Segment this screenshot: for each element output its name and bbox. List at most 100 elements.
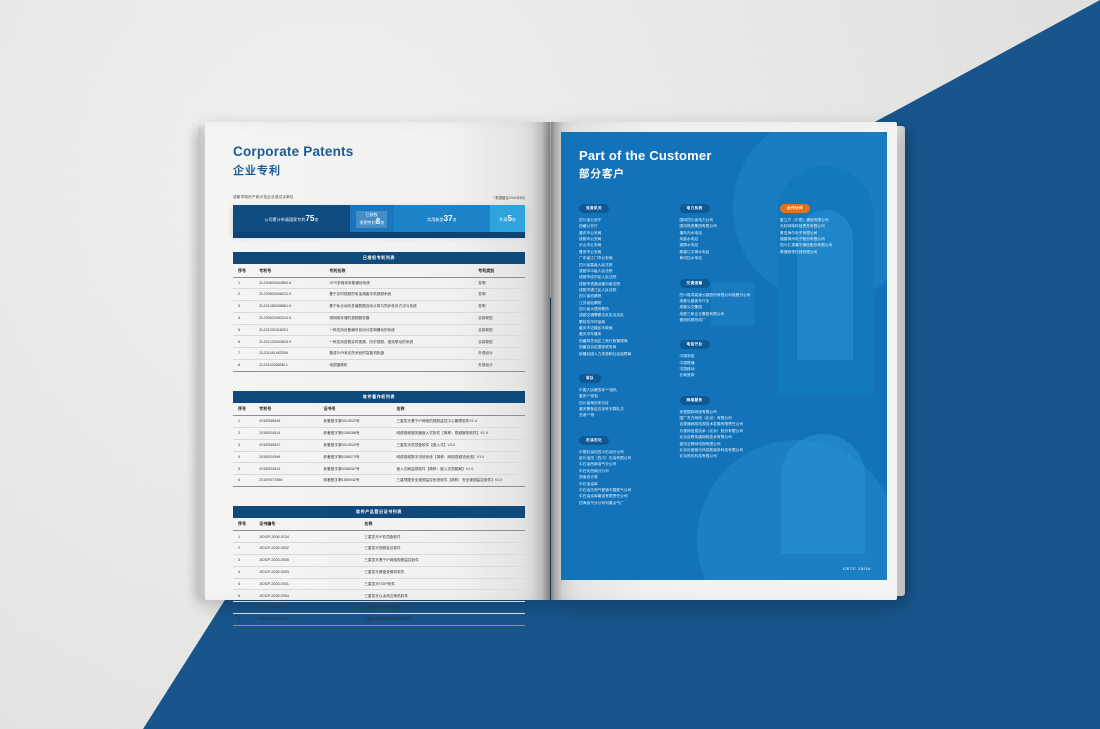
col-header-reg-no: 专利号 xyxy=(259,406,272,412)
table-cell: 发明 xyxy=(478,280,486,285)
stat-segment-utility-model: 实用新型37项 xyxy=(393,205,490,233)
list-item: 中国电信 xyxy=(679,354,695,359)
col-header-name: 名称 xyxy=(396,406,405,412)
list-item: 四海油气分公司司重点气厂 xyxy=(579,500,624,505)
patent-table-caption: 已授权专利列表 xyxy=(233,252,525,264)
table-row: 8 ZL201100583M.1 电视摄像机 外观设计 xyxy=(233,360,525,372)
table-cell: JIDGP-2005-0005 xyxy=(259,558,289,563)
customer-content: Part of the Customer 部分客户 党政机关 四川省公安厅 西藏公安… xyxy=(561,132,887,525)
list-item: 成都市公安局 xyxy=(579,237,602,242)
table-cell: JIDGP-2005-0003 xyxy=(259,569,289,574)
table-cell: 3 xyxy=(238,304,241,309)
table-cell: ZL200620062310.6 xyxy=(259,316,292,321)
customer-group: 党政机关 四川省公安厅 西藏公安厅 重庆市公安局 成都市公安局 乐山市公安局 雅安市公安局广… xyxy=(579,196,670,357)
table-cell: 基于实时视频的电话调度手机视频系统 xyxy=(329,292,392,297)
customer-group-tag: 合作伙伴 xyxy=(780,204,811,213)
table-cell: 8 xyxy=(238,363,241,368)
list-item: 中石油西南油气分公司 xyxy=(579,462,617,467)
stat-unit: 项 xyxy=(380,220,385,225)
list-item: 国电物资集团有限公司 xyxy=(679,224,717,229)
table-cell: ZL201100583M.1 xyxy=(259,363,288,368)
table-cell: 三星凯天基于IP网络的视频监控中心管理软件V1.4 xyxy=(396,419,477,424)
customer-group-tag: 网络服务 xyxy=(679,395,710,405)
list-item: 成都三和企业集团有限公司 xyxy=(679,311,725,316)
list-item: 北京百联传媒网络技术有限公司 xyxy=(679,435,732,440)
customer-column-1: 党政机关 四川省公安厅 西藏公安厅 重庆市公安局 成都市公安局 乐山市公安局 雅安市公安局广… xyxy=(579,196,670,515)
table-cell: 三星凯天IP机顶盒软件 xyxy=(364,534,401,539)
customer-group-tag: 电信行业 xyxy=(679,340,710,350)
table-cell: 网络视频服务器嵌入式软件【简称：视频服务软件】V1.0 xyxy=(396,431,488,436)
customer-group-tag: 电力系统 xyxy=(679,204,710,213)
col-header-patent-type: 专利类别 xyxy=(478,267,495,273)
list-item: 重庆市涪陵区市政局 xyxy=(579,326,613,331)
table-cell: 实用新型 xyxy=(478,327,493,332)
table-cell: 基于私仓动向多值数据自动计算与同步校对方法与系统 xyxy=(329,304,417,309)
customer-group: 交通运输 四川临或高速公路股份有限公司成雅分公司 成都公路客车行业 成都公交集团 成都三… xyxy=(679,271,771,324)
customer-panel: Part of the Customer 部分客户 党政机关 四川省公安厅 西藏公安… xyxy=(561,132,887,580)
table-cell: 1 xyxy=(238,419,241,424)
table-cell: ZL200820044850.6 xyxy=(259,280,292,285)
col-header-patent-no: 专利号 xyxy=(259,267,272,273)
table-row: 1 JIDGP-2008-0134 三星凯天IP机顶盒软件 xyxy=(233,531,525,544)
list-item: 延长油田（四川）石油有限公司 xyxy=(579,456,632,461)
list-item: 中石油油库输送有限责任公司 xyxy=(579,494,628,499)
table-row: 4 JIDGP-2005-0003 三星凯天硬盘录像机软件 xyxy=(233,567,525,579)
stat-segment-text: 已授权 发明专利8项 xyxy=(356,210,388,228)
table-cell: 7 xyxy=(238,605,241,610)
table-cell: 软著登字第0288287号 xyxy=(323,466,360,471)
patent-table: 已授权专利列表 序号 专利号 专利名称 专利类别 1 ZL200820044850… xyxy=(233,252,525,372)
customer-group: 网络服务 央视国际网络有限公司 国广东方网络（北京）有限公司 百视通网络电视技术发展有… xyxy=(679,388,771,460)
table-cell: 发明 xyxy=(478,304,486,309)
stat-segment-granted-invention: 已授权 发明专利8项 xyxy=(349,205,394,233)
list-item: 西藏自治区国家税务局 xyxy=(579,345,617,350)
table-cell: 集成SVR采访的系统的智能机柜盒 xyxy=(329,351,385,356)
table-cell: 6 xyxy=(238,478,241,483)
list-item: 雅砻江平窝水电站 xyxy=(679,249,710,254)
customer-list: 中国人民解放军***部队 重庆***部队 四川省海空军分区 重庆警备区边训练书群队交总… xyxy=(579,387,670,419)
software-copyright-table: 软件著作权列表 序号 专利号 证书号 名称 1 2015R45649 软著登字第03… xyxy=(233,390,525,487)
table-cell: JIDGP-2008-0134 xyxy=(259,534,289,539)
table-cell: JIDGP-2005-0002 xyxy=(259,546,289,551)
list-item: 成都公路客车行业 xyxy=(679,298,710,303)
customer-group: 合作伙伴 星立方（中国）通信有限公司 长虹网络科技责任有限公司 青岛海尔电子有限公司福… xyxy=(780,196,871,255)
table-row: 1 2015R45649 软著登字第0319022号 三星凯天基于IP网络的视频监控中… xyxy=(233,416,525,429)
customer-title-en: Part of the Customer xyxy=(579,148,712,163)
table-cell: 4 xyxy=(238,454,241,459)
list-item: 四川省检察院 xyxy=(579,294,602,299)
table-cell: 2 xyxy=(238,546,241,551)
list-item: 总参***所 xyxy=(579,413,595,418)
table-cell: 3 xyxy=(238,558,241,563)
customer-group-tag: 党政机关 xyxy=(579,204,609,213)
stat-segment-applications: 公司累计申请国家专利75项 xyxy=(233,205,350,233)
table-row: 2 JIDGP-2005-0002 三星凯天视频会议软件 xyxy=(233,543,525,555)
table-row: 6 2015R071956 软著登字第1859042号 三星视图安全视频监控系统软件【… xyxy=(233,475,525,487)
table-cell: 4 xyxy=(238,316,241,321)
table-row: 7 JIDGP-2005-0117 三星凯天GPS导航软件 xyxy=(233,602,525,614)
table-cell: 3 xyxy=(238,443,241,447)
table-cell: 软著登字第0288273号 xyxy=(323,454,360,459)
left-page-content: Corporate Patents 企业专利 成都市知识产权示范企业或试点单位 … xyxy=(233,144,525,626)
stat-label: 公司累计申请国家专利 xyxy=(264,217,306,222)
list-item: 央视国际网络有限公司 xyxy=(679,409,717,414)
table-cell: 2015R45649 xyxy=(259,419,281,424)
table-cell: 7 xyxy=(238,351,241,356)
list-item: 成都市铁路运输中级法院 xyxy=(579,281,621,286)
table-cell: 软著登字第0288288号 xyxy=(323,431,360,436)
table-row: 8 JIDGP-2006-0204 三星凯天网络视频服务器软件 xyxy=(233,614,525,626)
table-cell: 三星凯天网络视频服务器软件 xyxy=(364,617,412,622)
software-registration-table: 软件产品登记证书列表 序号 证书编号 名称 1 JIDGP-2008-0134 三星… xyxy=(233,505,525,626)
table-cell: 5 xyxy=(238,581,241,586)
stat-segment-text: 实用新型37项 xyxy=(427,214,456,224)
table-row: 3 JIDGP-2005-0005 三星凯天基于IP网络视频监控软件 xyxy=(233,555,525,567)
table-cell: 2015R071956 xyxy=(259,478,283,483)
list-item: 成都市中级人民法院 xyxy=(579,268,613,273)
table-cell: 带网络存储的视频服务器 xyxy=(329,316,370,321)
stat-value: 75 xyxy=(305,214,315,223)
list-item: 新疆兵团人力资源和社会保障局 xyxy=(579,351,632,356)
stat-segment-design: 外观5项 xyxy=(489,205,525,233)
table-cell: 软著登字第0319020号 xyxy=(323,443,360,447)
note-row: 成都市知识产权示范企业或试点单位 * 数据截至2016年6月 xyxy=(233,195,525,200)
table-cell: JIDGP-2006-0204 xyxy=(259,617,289,622)
table-cell: 2015R45647 xyxy=(259,443,281,447)
customer-group-tag: 军队 xyxy=(579,373,601,383)
